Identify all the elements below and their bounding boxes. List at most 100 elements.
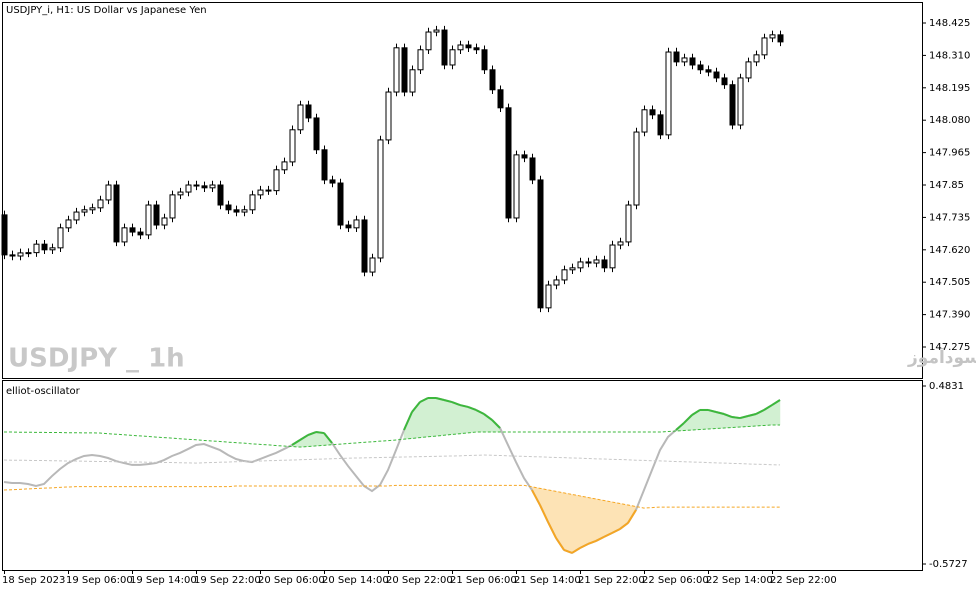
candle-body xyxy=(353,219,360,229)
oscillator-segment xyxy=(627,509,637,524)
candle-body xyxy=(297,104,304,131)
candle-body xyxy=(465,44,472,49)
candle-body xyxy=(49,247,56,251)
candle-body xyxy=(521,154,528,159)
oscillator-segment xyxy=(403,411,413,431)
candle-body xyxy=(161,217,168,226)
candle-body xyxy=(273,169,280,192)
oscillator-segment xyxy=(603,532,613,538)
oscillator-segment xyxy=(755,409,765,415)
oscillator-segment xyxy=(491,419,501,429)
candle-body xyxy=(81,209,88,213)
candle-body xyxy=(345,224,352,229)
candle-body xyxy=(233,209,240,213)
x-tick-label: 19 Sep 06:00 xyxy=(66,575,133,586)
candle-body xyxy=(737,77,744,126)
candle-body xyxy=(625,204,632,243)
candle-body xyxy=(9,254,16,257)
candle-body xyxy=(257,189,264,196)
y-tick-label: 147.390 xyxy=(929,310,970,321)
y-tick-label: 147.965 xyxy=(929,148,970,159)
candle-body xyxy=(121,227,128,243)
indicator-title: elliot-oscillator xyxy=(6,386,81,397)
candle-body xyxy=(449,49,456,66)
candle-body xyxy=(601,259,608,269)
candle-body xyxy=(745,61,752,79)
annotation: انتشار در سایت سودآموز xyxy=(907,346,976,368)
oscillator-segment xyxy=(475,409,485,415)
y-tick-label: 147.85 xyxy=(929,180,964,191)
candle-body xyxy=(409,69,416,93)
oscillator-segment xyxy=(419,397,429,403)
candle-body xyxy=(721,77,728,86)
candle-body xyxy=(705,69,712,73)
candle-body xyxy=(217,184,224,206)
oscillator-segment xyxy=(691,409,701,416)
oversold-fill xyxy=(587,497,597,545)
candle-body xyxy=(169,194,176,219)
candle-body xyxy=(265,189,272,192)
oscillator-segment xyxy=(459,404,469,408)
candle-body xyxy=(681,57,688,63)
candle-body xyxy=(41,243,48,251)
overbought-fill xyxy=(435,397,445,437)
y-tick-label: 147.505 xyxy=(929,277,970,288)
candle-body xyxy=(321,149,328,181)
oscillator-segment xyxy=(611,528,621,534)
oscillator-segment xyxy=(531,489,541,506)
candle-body xyxy=(777,34,784,43)
oscillator-segment xyxy=(451,401,461,407)
candle-body xyxy=(73,211,80,221)
oversold-fill xyxy=(571,494,581,554)
candle-body xyxy=(281,161,288,171)
oscillator-segment xyxy=(595,536,605,542)
candle-body xyxy=(137,231,144,236)
candle-body xyxy=(641,109,648,133)
candle-body xyxy=(305,104,312,119)
y-tick-label: 148.310 xyxy=(929,50,970,61)
y-tick-label: -0.5727 xyxy=(929,559,968,570)
candle-body xyxy=(649,109,656,116)
candle-body xyxy=(505,107,512,219)
candle-body xyxy=(377,139,384,259)
oscillator-segment xyxy=(715,411,725,415)
oscillator-segment xyxy=(539,504,549,523)
oscillator-segment xyxy=(483,413,493,421)
x-tick-label: 20 Sep 06:00 xyxy=(258,575,325,586)
candle-body xyxy=(713,71,720,79)
overbought-fill xyxy=(707,409,717,430)
candle-body xyxy=(593,259,600,264)
candle-body xyxy=(673,51,680,63)
candle-body xyxy=(289,129,296,163)
oversold-fill xyxy=(611,501,621,534)
x-tick-label: 20 Sep 22:00 xyxy=(386,575,453,586)
oversold-fill xyxy=(603,500,613,538)
candle-body xyxy=(241,209,248,213)
oscillator-segment xyxy=(683,414,693,424)
candle-body xyxy=(433,29,440,33)
candle-body xyxy=(177,191,184,196)
overbought-fill xyxy=(467,406,477,434)
oscillator-segment xyxy=(411,401,421,413)
oscillator-segment xyxy=(747,413,757,418)
oscillator-segment xyxy=(723,413,733,418)
y-tick-label: 148.195 xyxy=(929,83,970,94)
x-tick-label: 22 Sep 06:00 xyxy=(642,575,709,586)
oscillator-segment xyxy=(707,408,717,413)
x-tick-label: 22 Sep 22:00 xyxy=(770,575,837,586)
overbought-fill xyxy=(699,409,709,430)
oversold-fill xyxy=(579,495,589,549)
candle-body xyxy=(145,204,152,236)
candle-body xyxy=(65,219,72,229)
oscillator-segment xyxy=(771,399,781,406)
candle-body xyxy=(769,34,776,39)
candle-body xyxy=(401,47,408,93)
oscillator-segment xyxy=(563,548,573,554)
candle-body xyxy=(753,54,760,63)
price-pane xyxy=(2,2,923,379)
candle-body xyxy=(193,184,200,187)
oscillator-segment xyxy=(619,522,629,530)
oscillator-segment xyxy=(467,405,477,411)
candle-body xyxy=(729,84,736,126)
